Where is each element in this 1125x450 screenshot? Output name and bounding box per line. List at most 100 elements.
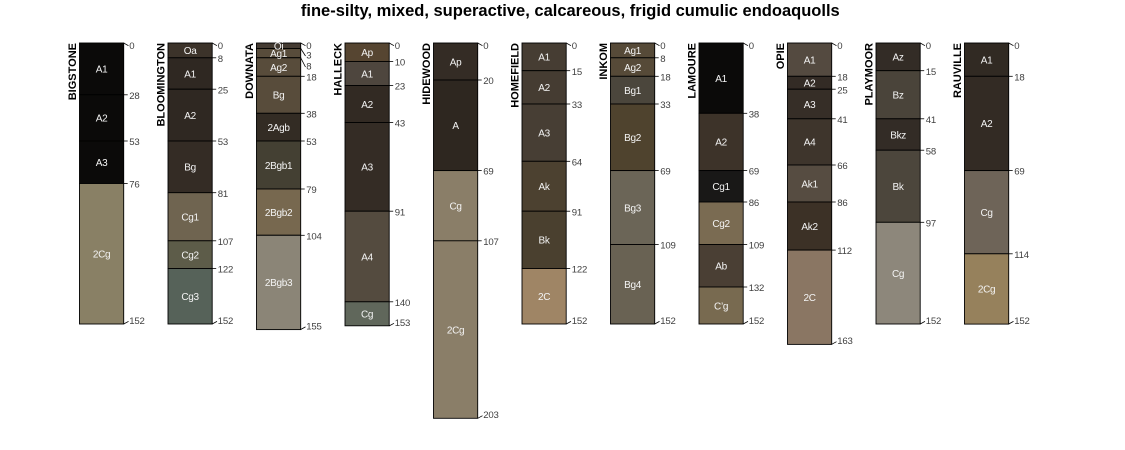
svg-text:122: 122 xyxy=(572,265,587,276)
svg-text:Ab: Ab xyxy=(715,262,727,273)
svg-text:97: 97 xyxy=(926,218,936,229)
svg-text:18: 18 xyxy=(1014,72,1024,83)
svg-text:A1: A1 xyxy=(981,55,993,66)
svg-text:RAUVILLE: RAUVILLE xyxy=(952,43,964,98)
svg-text:Cg: Cg xyxy=(892,269,904,280)
svg-text:A3: A3 xyxy=(361,163,373,174)
svg-text:OPIE: OPIE xyxy=(775,43,787,69)
svg-text:A1: A1 xyxy=(96,65,108,76)
svg-text:Ak2: Ak2 xyxy=(801,222,818,233)
svg-text:203: 203 xyxy=(483,410,498,421)
svg-text:43: 43 xyxy=(395,119,405,130)
svg-text:Ag2: Ag2 xyxy=(624,63,642,74)
svg-text:Bg2: Bg2 xyxy=(624,133,642,144)
svg-text:A2: A2 xyxy=(96,114,108,125)
svg-text:109: 109 xyxy=(749,241,764,252)
svg-text:2Cg: 2Cg xyxy=(978,285,995,296)
svg-text:2Bgb2: 2Bgb2 xyxy=(265,208,293,219)
svg-text:163: 163 xyxy=(837,336,852,347)
svg-text:Cg3: Cg3 xyxy=(181,292,199,303)
svg-text:A2: A2 xyxy=(715,138,727,149)
svg-text:A: A xyxy=(452,121,459,132)
svg-text:A1: A1 xyxy=(361,69,373,80)
svg-text:114: 114 xyxy=(1014,250,1030,261)
svg-text:10: 10 xyxy=(395,58,405,69)
svg-text:38: 38 xyxy=(749,109,759,120)
svg-text:152: 152 xyxy=(926,316,941,327)
svg-text:0: 0 xyxy=(660,41,665,52)
svg-text:Ag2: Ag2 xyxy=(270,63,288,74)
svg-text:107: 107 xyxy=(218,237,233,248)
svg-text:112: 112 xyxy=(837,246,852,257)
svg-text:Bk: Bk xyxy=(539,236,551,247)
svg-text:0: 0 xyxy=(837,41,842,52)
svg-text:Ap: Ap xyxy=(450,57,462,68)
svg-text:Bz: Bz xyxy=(893,91,904,102)
svg-text:38: 38 xyxy=(306,109,316,120)
svg-text:152: 152 xyxy=(1014,316,1029,327)
svg-text:HALLECK: HALLECK xyxy=(333,43,345,96)
svg-text:152: 152 xyxy=(218,316,233,327)
svg-text:Bg: Bg xyxy=(273,91,285,102)
svg-text:152: 152 xyxy=(129,316,144,327)
svg-text:2Bgb3: 2Bgb3 xyxy=(265,278,293,289)
svg-text:Cg2: Cg2 xyxy=(181,251,199,262)
svg-text:104: 104 xyxy=(306,231,322,242)
svg-text:69: 69 xyxy=(749,167,759,178)
svg-text:8: 8 xyxy=(660,54,665,65)
svg-text:A3: A3 xyxy=(538,129,550,140)
svg-text:Ak: Ak xyxy=(539,182,551,193)
svg-text:79: 79 xyxy=(306,185,316,196)
svg-text:LAMOURE: LAMOURE xyxy=(687,43,699,99)
svg-text:152: 152 xyxy=(572,316,587,327)
svg-text:Cg: Cg xyxy=(361,310,373,321)
svg-text:Cg: Cg xyxy=(450,202,462,213)
svg-text:15: 15 xyxy=(572,67,582,78)
svg-text:Oi: Oi xyxy=(274,42,283,53)
svg-text:BLOOMINGTON: BLOOMINGTON xyxy=(156,43,168,127)
svg-text:Cg1: Cg1 xyxy=(181,213,199,224)
svg-text:86: 86 xyxy=(749,198,759,209)
svg-text:A1: A1 xyxy=(804,55,816,66)
svg-text:28: 28 xyxy=(129,91,139,102)
svg-text:Cg: Cg xyxy=(981,208,993,219)
svg-text:81: 81 xyxy=(218,189,228,200)
svg-text:A1: A1 xyxy=(715,74,727,85)
svg-text:91: 91 xyxy=(572,207,582,218)
svg-text:53: 53 xyxy=(129,137,139,148)
svg-text:86: 86 xyxy=(837,198,847,209)
svg-text:8: 8 xyxy=(306,62,311,73)
svg-text:2Agb: 2Agb xyxy=(268,123,291,134)
svg-text:HIDEWOOD: HIDEWOOD xyxy=(421,43,433,105)
svg-text:Ag1: Ag1 xyxy=(624,46,642,57)
svg-text:58: 58 xyxy=(926,146,936,157)
svg-text:53: 53 xyxy=(306,137,316,148)
svg-text:Ap: Ap xyxy=(361,48,373,59)
svg-text:132: 132 xyxy=(749,283,764,294)
svg-text:107: 107 xyxy=(483,237,498,248)
svg-text:33: 33 xyxy=(660,100,670,111)
svg-text:69: 69 xyxy=(483,167,493,178)
svg-text:HOMEFIELD: HOMEFIELD xyxy=(510,43,522,108)
svg-text:8: 8 xyxy=(218,54,223,65)
svg-text:122: 122 xyxy=(218,265,233,276)
svg-text:2C: 2C xyxy=(538,292,550,303)
svg-text:2Cg: 2Cg xyxy=(447,325,464,336)
svg-text:A3: A3 xyxy=(96,158,108,169)
svg-text:41: 41 xyxy=(837,115,847,126)
svg-text:Az: Az xyxy=(893,53,904,64)
svg-text:0: 0 xyxy=(483,41,488,52)
svg-text:0: 0 xyxy=(1014,41,1019,52)
svg-text:20: 20 xyxy=(483,76,493,87)
svg-text:155: 155 xyxy=(306,321,321,332)
svg-text:66: 66 xyxy=(837,161,847,172)
svg-text:PLAYMOOR: PLAYMOOR xyxy=(864,43,876,106)
svg-text:Cg2: Cg2 xyxy=(712,219,730,230)
svg-text:Bg: Bg xyxy=(184,163,196,174)
svg-text:0: 0 xyxy=(926,41,931,52)
svg-text:33: 33 xyxy=(572,100,582,111)
svg-text:64: 64 xyxy=(572,157,583,168)
svg-text:2Bgb1: 2Bgb1 xyxy=(265,161,293,172)
svg-text:0: 0 xyxy=(306,41,311,52)
svg-text:A1: A1 xyxy=(538,53,550,64)
